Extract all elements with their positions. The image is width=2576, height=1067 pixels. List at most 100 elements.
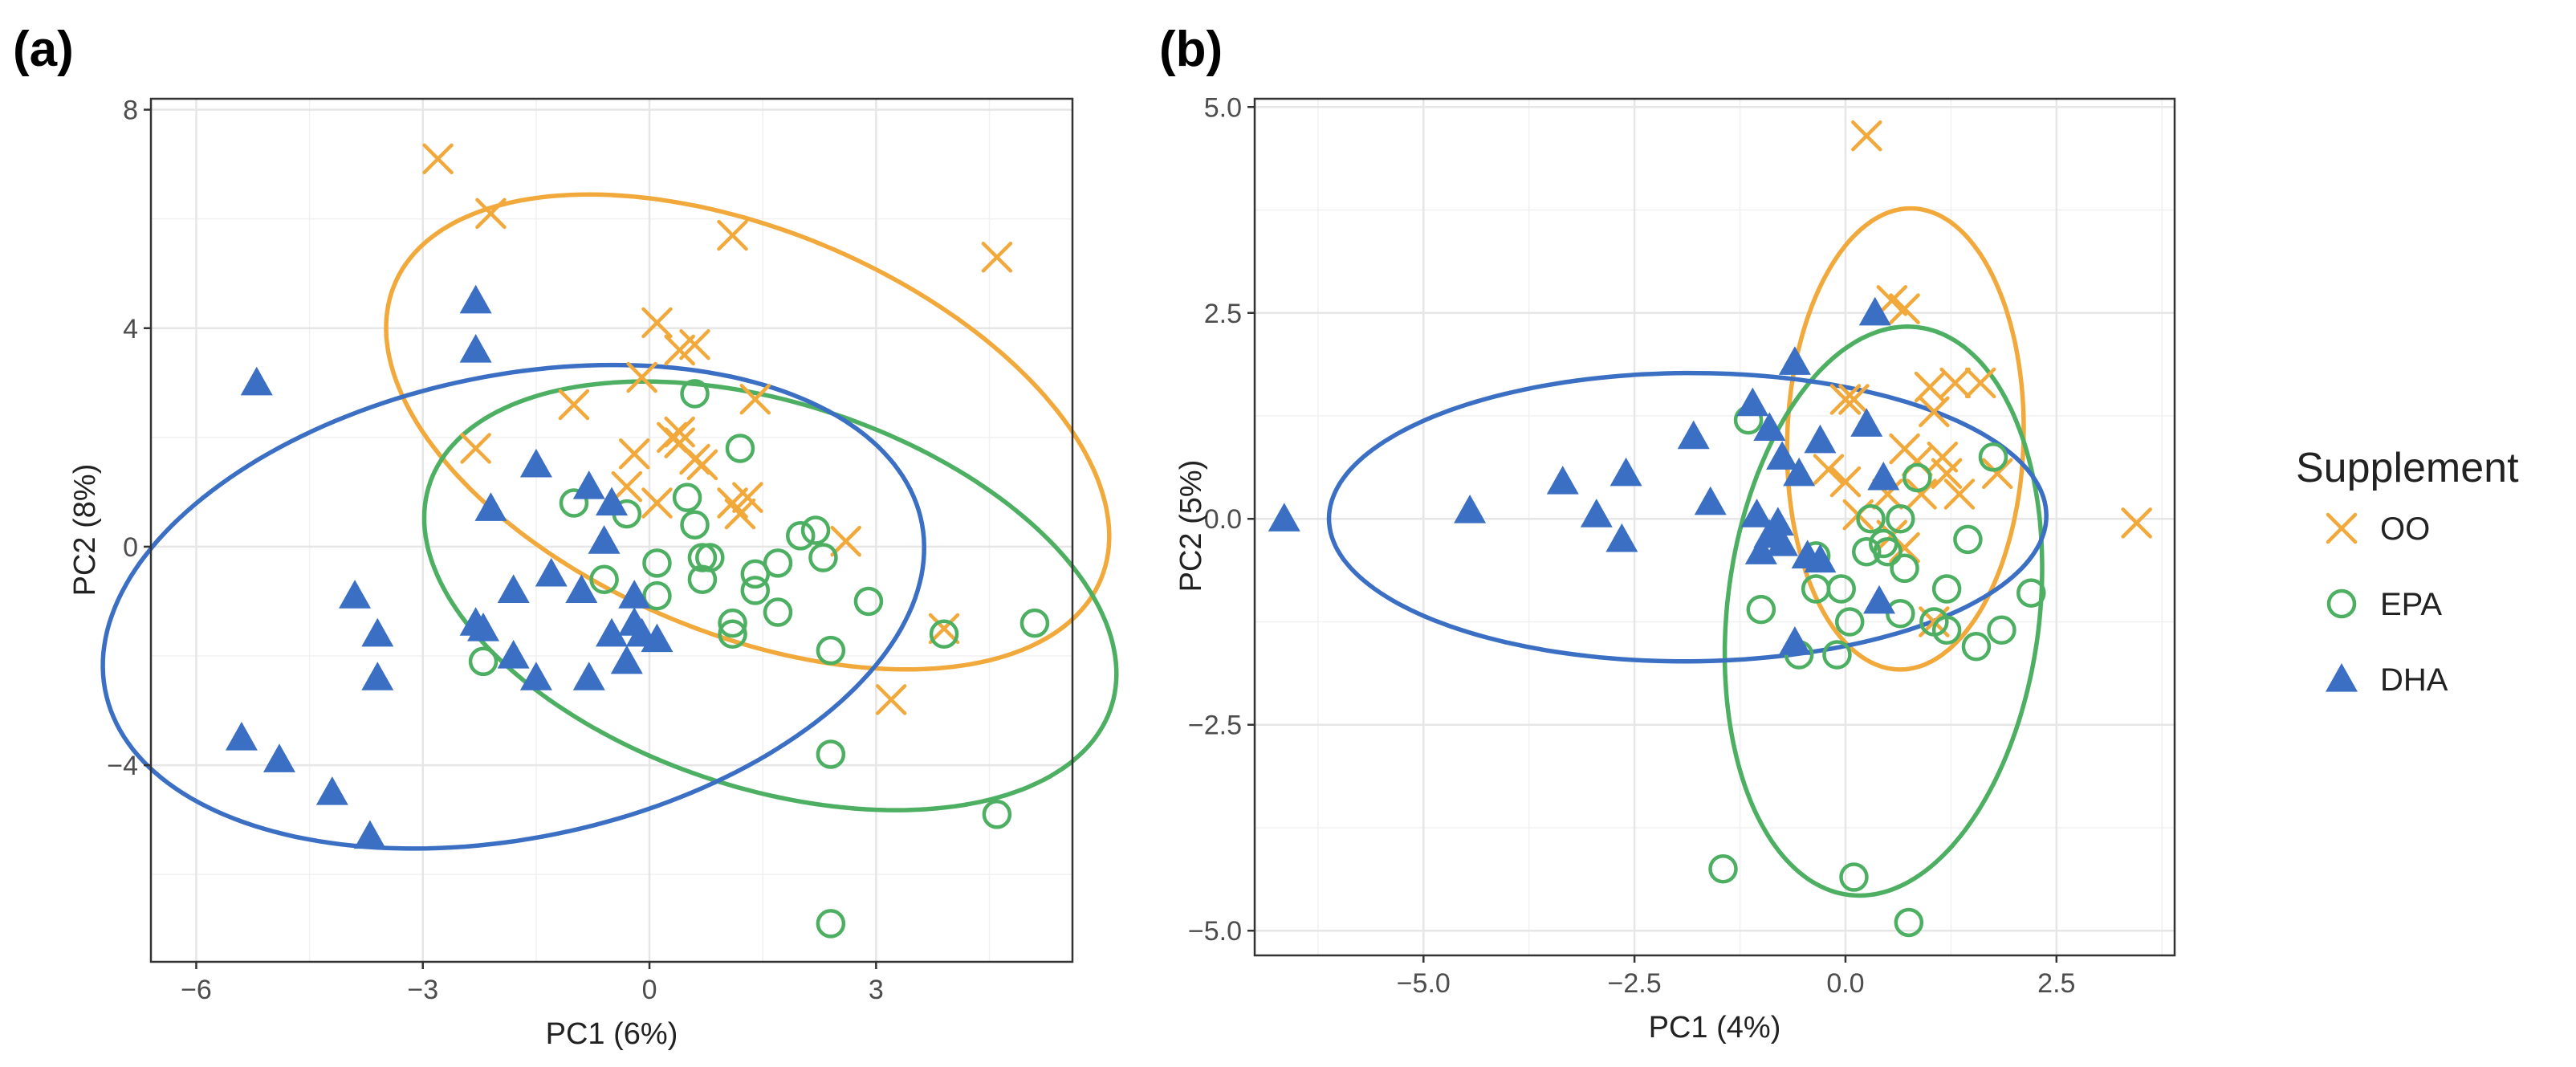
panel-b-gridlines <box>1255 99 2175 955</box>
legend-item-oo: OO <box>2326 511 2430 547</box>
point-oo <box>1964 367 1996 399</box>
point-dha <box>572 662 605 690</box>
point-oo <box>460 433 491 464</box>
point-epa <box>1931 574 1962 604</box>
y-tick-label: 8 <box>123 96 138 126</box>
panel-b-x-axis-title: PC1 (4%) <box>1649 1011 1781 1045</box>
point-oo <box>1829 466 1862 498</box>
panel-b-y-axis-title: PC2 (5%) <box>1174 460 1208 593</box>
ellipse-dha <box>100 362 926 851</box>
panel-b-frame <box>1253 97 2176 957</box>
panel-b-label: (b) <box>1159 22 1223 77</box>
panel-b-background <box>1255 99 2175 955</box>
point-epa <box>763 597 793 627</box>
point-dha <box>240 366 273 396</box>
point-dha <box>1454 494 1487 523</box>
legend-circle-icon <box>2326 588 2357 619</box>
point-dha <box>467 612 500 641</box>
y-tick-label: 4 <box>123 314 138 344</box>
panel-a-ticks: −6 −3 0 3 −4 0 4 8 <box>107 96 884 1005</box>
point-oo <box>1889 293 1920 324</box>
point-oo <box>618 438 650 470</box>
ellipse-epa <box>421 379 1119 812</box>
x-tick-label: −3 <box>407 975 438 1005</box>
point-epa <box>468 646 499 677</box>
x-tick-label: −5.0 <box>1397 968 1451 999</box>
point-oo <box>1981 458 2013 490</box>
point-epa <box>1978 442 2008 472</box>
point-dha <box>610 645 643 674</box>
legend-marker-shape <box>2326 663 2358 692</box>
point-epa <box>1961 632 1992 662</box>
point-dha <box>474 492 507 521</box>
point-epa <box>763 548 793 578</box>
point-epa <box>740 576 771 605</box>
point-oo <box>611 470 643 503</box>
point-dha <box>1761 507 1794 536</box>
point-epa <box>816 635 846 666</box>
point-epa <box>1890 553 1919 584</box>
point-dha <box>596 617 628 647</box>
point-dha <box>225 722 258 751</box>
point-dha <box>565 574 598 603</box>
legend-item-epa: EPA <box>2326 587 2442 622</box>
panel-b-ticks: −5.0 −2.5 0.0 2.5 −5.0 −2.5 0.0 2.5 5.0 <box>1188 92 2076 999</box>
point-dha <box>1766 527 1799 556</box>
point-epa <box>687 543 718 572</box>
point-dha <box>1858 296 1891 326</box>
point-dha <box>1766 441 1799 470</box>
point-oo <box>875 684 907 715</box>
legend-triangle-icon <box>2326 663 2358 692</box>
point-dha <box>1580 499 1613 527</box>
point-oo <box>664 334 695 366</box>
y-tick-label: 0 <box>123 532 138 563</box>
point-epa <box>800 515 831 545</box>
point-epa <box>1746 594 1776 625</box>
x-tick-label: −2.5 <box>1608 968 1662 999</box>
point-dha <box>497 574 530 603</box>
point-epa <box>982 800 1012 829</box>
y-tick-label: 2.5 <box>1204 299 1242 329</box>
point-epa <box>1019 608 1050 638</box>
point-epa <box>1826 574 1856 604</box>
point-oo <box>2121 507 2152 539</box>
point-epa <box>672 483 702 512</box>
point-dha <box>1804 424 1837 454</box>
x-tick-label: 2.5 <box>2037 968 2075 999</box>
point-dha <box>315 776 348 805</box>
point-epa <box>642 548 672 578</box>
point-oo <box>1943 479 1976 510</box>
panel-b: (b) −5.0 −2.5 0.0 2.5 −5.0 −2.5 0.0 2.5 5.0 PC1 … <box>1159 22 2176 1045</box>
point-epa <box>929 619 959 650</box>
point-dha <box>1694 486 1727 515</box>
point-dha <box>497 639 530 669</box>
panel-a-points <box>225 143 1050 939</box>
point-dha <box>1778 626 1811 655</box>
x-tick-label: −6 <box>181 975 212 1005</box>
point-oo <box>1850 120 1882 152</box>
point-epa <box>1856 503 1886 534</box>
point-dha <box>1744 536 1777 564</box>
panel-b-ellipses <box>1326 206 2049 898</box>
panel-a: (a) −6 −3 0 3 −4 0 4 8 PC1 (6%) PC2 (8%) <box>13 22 1119 1051</box>
point-dha <box>361 662 394 690</box>
point-dha <box>1605 523 1638 552</box>
point-dha <box>1740 499 1773 527</box>
point-oo <box>830 525 861 557</box>
point-dha <box>588 525 621 554</box>
y-tick-label: 5.0 <box>1204 92 1242 123</box>
point-oo <box>1906 479 1937 510</box>
point-dha <box>1736 387 1769 417</box>
x-tick-label: 0 <box>642 975 657 1005</box>
point-dha <box>535 557 568 587</box>
point-epa <box>1834 607 1865 637</box>
y-tick-label: −2.5 <box>1188 711 1242 741</box>
point-oo <box>1939 367 1971 399</box>
y-tick-label: −4 <box>107 751 138 781</box>
point-oo <box>664 416 695 448</box>
ellipse-oo <box>1784 206 2026 672</box>
point-epa <box>718 619 747 650</box>
point-epa <box>816 739 846 769</box>
point-oo <box>1838 384 1870 415</box>
